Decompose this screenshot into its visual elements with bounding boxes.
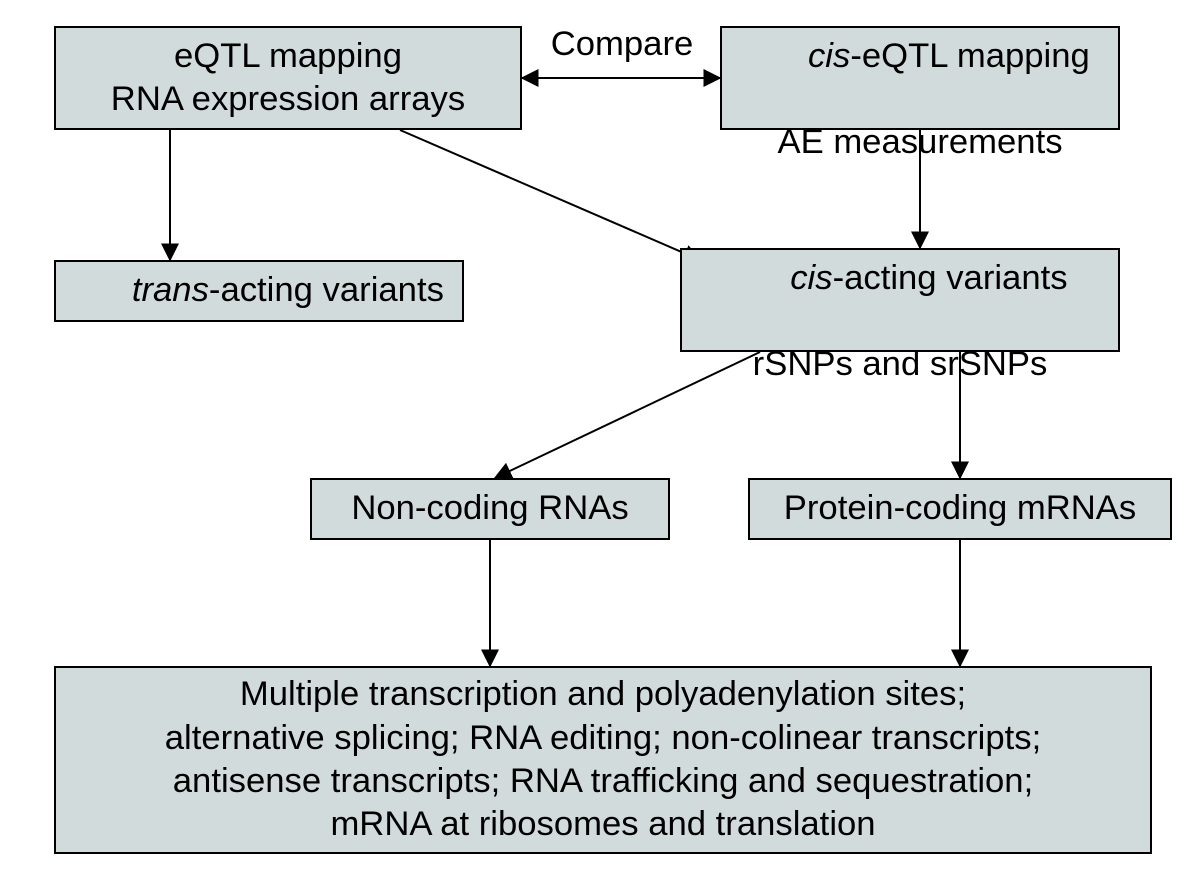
- node-noncoding-rnas: Non-coding RNAs: [310, 478, 670, 540]
- italic-segment: cis: [790, 259, 832, 297]
- edge-eqtl_to_cis: [400, 130, 700, 260]
- node-text: Protein-coding mRNAs: [784, 487, 1136, 530]
- node-text: cis-acting variants: [732, 213, 1067, 343]
- node-text: alternative splicing; RNA editing; non-c…: [165, 717, 1041, 760]
- node-text: cis-eQTL mapping: [750, 0, 1090, 121]
- text-segment: -eQTL mapping: [850, 37, 1090, 75]
- node-text: trans-acting variants: [74, 226, 444, 356]
- text-segment: -acting variants: [209, 271, 444, 309]
- edge-cis_to_noncoding: [495, 352, 760, 478]
- node-text: rSNPs and srSNPs: [753, 343, 1048, 386]
- edge-label-compare: Compare: [551, 25, 694, 64]
- node-cis-eqtl-mapping: cis-eQTL mapping AE measurements: [720, 26, 1120, 130]
- node-text: antisense transcripts; RNA trafficking a…: [173, 760, 1033, 803]
- diagram-canvas: eQTL mapping RNA expression arrays cis-e…: [0, 0, 1200, 882]
- node-trans-acting-variants: trans-acting variants: [54, 260, 464, 322]
- node-text: mRNA at ribosomes and translation: [330, 803, 875, 846]
- node-protein-coding-mrnas: Protein-coding mRNAs: [748, 478, 1172, 540]
- node-text: Non-coding RNAs: [351, 487, 628, 530]
- node-text: RNA expression arrays: [111, 78, 465, 121]
- italic-segment: cis: [808, 37, 850, 75]
- node-cis-acting-variants: cis-acting variants rSNPs and srSNPs: [680, 248, 1120, 352]
- text-segment: -acting variants: [833, 259, 1068, 297]
- node-text: Multiple transcription and polyadenylati…: [240, 673, 966, 716]
- italic-segment: trans: [132, 271, 209, 309]
- node-transcript-mechanisms: Multiple transcription and polyadenylati…: [54, 666, 1152, 854]
- node-eqtl-mapping: eQTL mapping RNA expression arrays: [54, 26, 522, 130]
- node-text: eQTL mapping: [174, 35, 402, 78]
- node-text: AE measurements: [777, 121, 1062, 164]
